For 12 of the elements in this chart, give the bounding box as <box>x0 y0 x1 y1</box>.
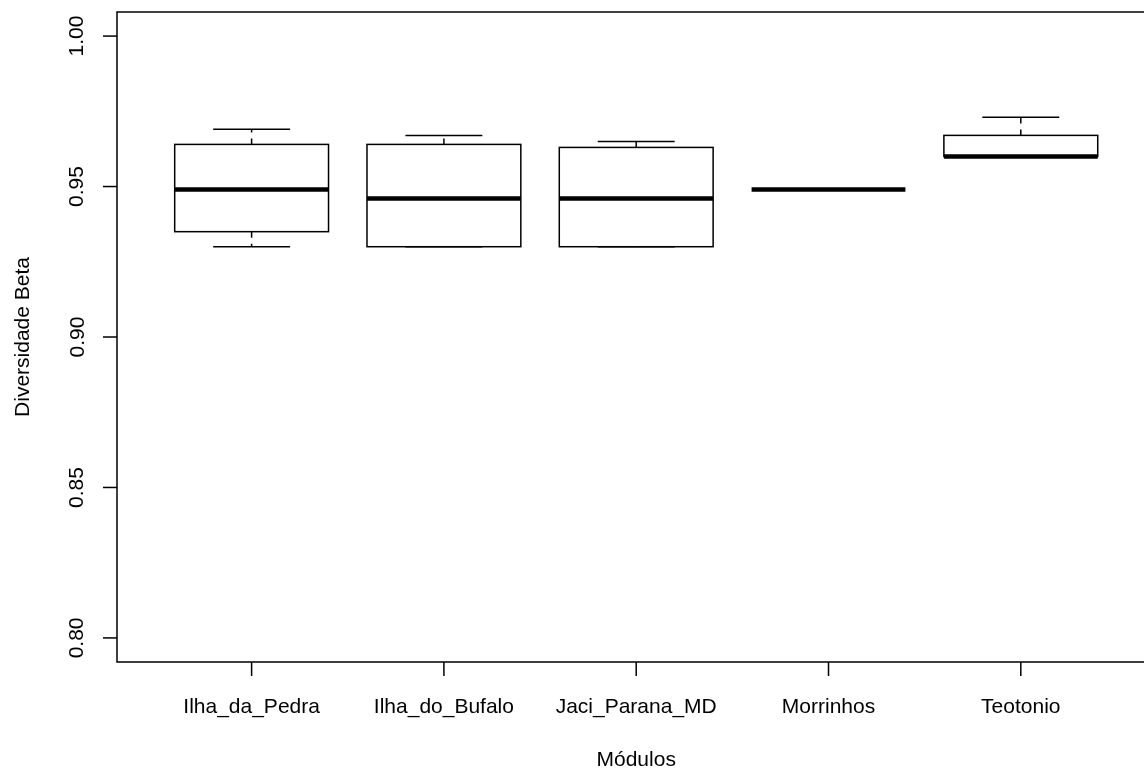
x-axis-title: Módulos <box>596 746 676 770</box>
x-tick-label: Ilha_da_Pedra <box>183 693 321 718</box>
y-tick-label: 0.80 <box>64 617 88 659</box>
y-tick-label: 0.90 <box>64 316 88 358</box>
y-tick-label: 0.85 <box>64 467 88 508</box>
x-tick-label: Ilha_do_Bufalo <box>373 693 514 718</box>
x-tick-label: Teotonio <box>981 693 1061 717</box>
x-tick-label: Jaci_Parana_MD <box>555 693 717 718</box>
y-tick-label: 0.95 <box>64 166 88 207</box>
x-tick-label: Morrinhos <box>781 693 876 717</box>
y-axis-title: Diversidade Beta <box>9 256 33 417</box>
y-tick-label: 1.00 <box>64 15 88 57</box>
